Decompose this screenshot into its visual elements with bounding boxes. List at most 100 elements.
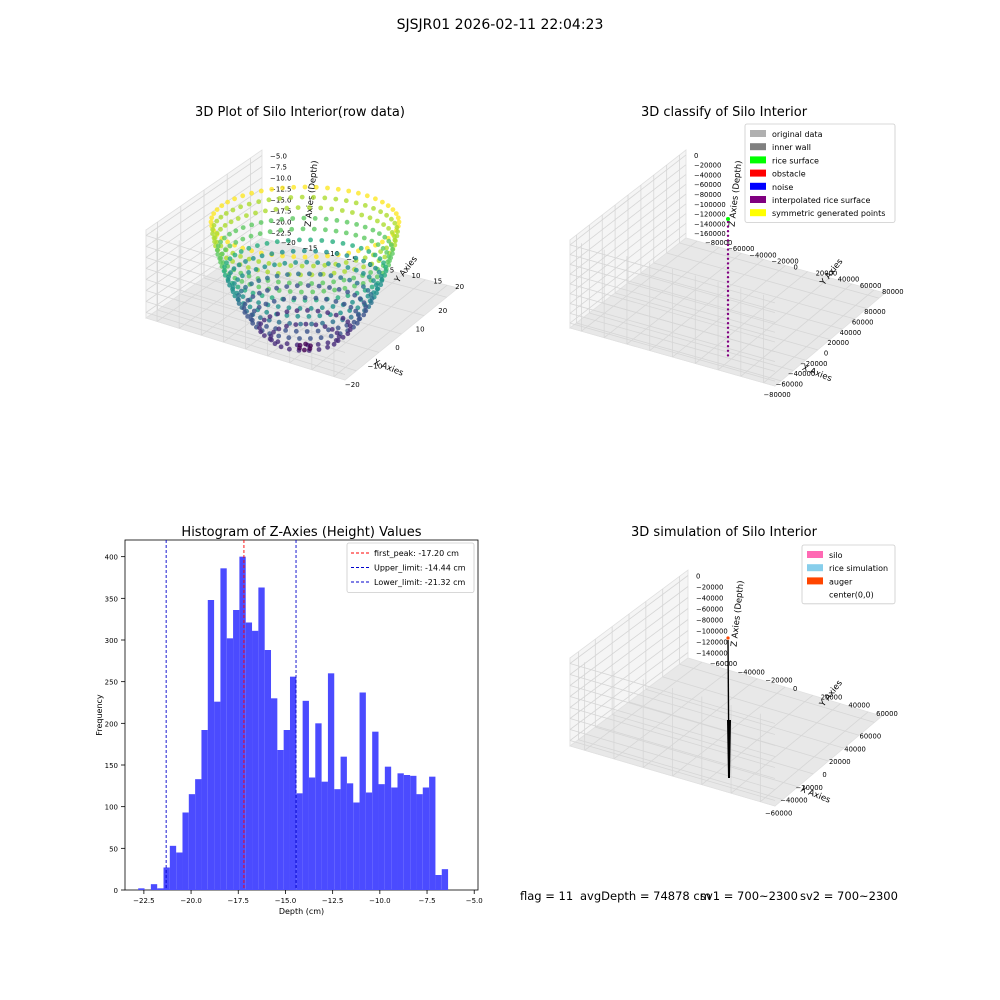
raw-3d-point [396, 219, 402, 225]
raw-3d-point [287, 321, 292, 326]
raw-3d-point [332, 287, 337, 293]
classify-3d-point [726, 257, 730, 260]
raw-3d-point [291, 295, 297, 301]
sim-3d-center-point [726, 636, 730, 640]
raw-3d-y-tick-label: 20 [455, 283, 464, 291]
classify-3d-grid-z [569, 213, 687, 304]
histogram-bar [214, 701, 221, 890]
raw-3d-point [238, 288, 244, 294]
raw-3d-point [308, 237, 313, 243]
raw-3d-point [309, 321, 314, 327]
raw-3d-point [326, 261, 331, 267]
histogram-y-tick-label: 50 [109, 845, 118, 853]
raw-3d-grid-z-wall [145, 290, 346, 353]
raw-3d-point [225, 239, 231, 245]
raw-3d-point [311, 194, 316, 200]
histogram-bar [157, 888, 164, 890]
raw-3d-point [298, 321, 303, 327]
histogram-bar [410, 775, 417, 890]
classify-3d-legend-swatch [750, 156, 766, 164]
raw-3d-point [227, 243, 233, 249]
raw-3d-point [257, 231, 263, 237]
sim-3d-x-tick-label: −40000 [780, 797, 807, 805]
raw-3d-point [266, 197, 272, 203]
raw-3d-point [335, 186, 341, 192]
histogram-y-tick-label: 350 [105, 595, 118, 603]
raw-3d-point [211, 211, 217, 217]
classify-3d-point [726, 335, 730, 339]
raw-3d-point [281, 296, 287, 302]
raw-3d-point [209, 215, 215, 221]
classify-3d-grid-y [581, 240, 698, 332]
raw-3d-point [315, 260, 321, 265]
sim-3d-pane-floor [569, 657, 883, 807]
raw-3d-point [214, 207, 220, 213]
sim-3d-grid-y [760, 711, 869, 803]
flag-text: flag = 11 [520, 889, 574, 903]
raw-3d-point [333, 196, 339, 202]
raw-3d-point [294, 283, 300, 289]
classify-3d-point [726, 285, 730, 288]
raw-3d-point [233, 228, 239, 234]
raw-3d-point [362, 203, 368, 208]
raw-3d-point [353, 200, 359, 206]
histogram-bar [384, 766, 392, 890]
sim-3d-z-axis-label: Z Axies (Depth) [730, 580, 747, 647]
sim-3d-grid-y [642, 678, 758, 768]
histogram-bar [422, 787, 430, 890]
raw-3d-point [222, 264, 227, 270]
raw-3d-point [389, 216, 394, 222]
raw-3d-point [249, 312, 255, 318]
raw-3d-point [249, 222, 255, 228]
raw-3d-point [296, 271, 301, 277]
raw-3d-point [230, 207, 236, 213]
raw-3d-point [322, 195, 328, 201]
raw-3d-point [350, 299, 355, 305]
raw-3d-point [295, 205, 301, 211]
classify-3d-x-tick-label: −40000 [788, 370, 815, 378]
raw-3d-point [243, 284, 248, 290]
raw-3d-point [246, 245, 252, 251]
raw-3d-point [215, 252, 221, 257]
raw-3d-point [272, 262, 277, 268]
sim-3d-y-tick-label: 20000 [821, 693, 843, 701]
raw-3d-point [373, 265, 378, 271]
raw-3d-point [352, 292, 358, 298]
raw-3d-point [268, 218, 274, 224]
histogram-x-tick-label: −17.5 [228, 897, 249, 905]
sim-3d-x-tick-label: 40000 [844, 745, 866, 753]
histogram-bar [264, 650, 272, 890]
raw-3d-point [363, 304, 369, 310]
raw-3d-point [227, 231, 232, 237]
raw-3d-point [361, 264, 366, 270]
raw-3d-point [308, 336, 313, 341]
classify-3d-z-tick-label: −40000 [694, 171, 721, 179]
raw-3d-point [318, 205, 324, 211]
raw-3d-point [384, 250, 390, 255]
classify-3d-legend-swatch [750, 169, 766, 177]
raw-3d-z-tick-label: −10.0 [270, 175, 291, 183]
sim-3d-grid-z [569, 608, 689, 697]
sim-3d-legend-label: center(0,0) [829, 591, 874, 600]
raw-3d-point [258, 220, 264, 225]
raw-3d-point [342, 269, 347, 274]
histogram-bar [346, 783, 354, 890]
raw-3d-point [228, 219, 234, 225]
raw-3d-point [222, 235, 227, 241]
raw-3d-point [389, 242, 394, 248]
histogram-bar [441, 869, 449, 890]
raw-3d-point [274, 273, 280, 279]
raw-3d-point [384, 212, 389, 218]
raw-3d-point [341, 301, 347, 307]
classify-3d-grid-z [569, 223, 687, 314]
sim-3d-y-tick-label: −40000 [738, 668, 765, 676]
sim-3d-auger-body [727, 720, 731, 778]
raw-3d-point [320, 280, 326, 286]
raw-3d-point [235, 277, 241, 282]
histogram-legend-box [346, 542, 475, 593]
classify-3d-point [726, 271, 730, 274]
raw-3d-point [290, 248, 296, 254]
histogram-y-tick-label: 300 [105, 637, 118, 645]
raw-3d-x-tick-label: −10 [368, 362, 383, 370]
raw-3d-point [306, 314, 312, 319]
